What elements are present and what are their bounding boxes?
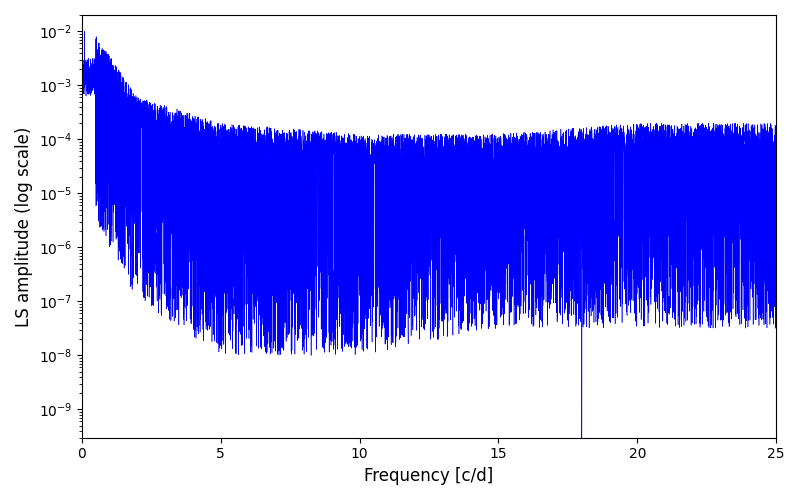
X-axis label: Frequency [c/d]: Frequency [c/d]: [364, 467, 494, 485]
Y-axis label: LS amplitude (log scale): LS amplitude (log scale): [15, 126, 33, 326]
